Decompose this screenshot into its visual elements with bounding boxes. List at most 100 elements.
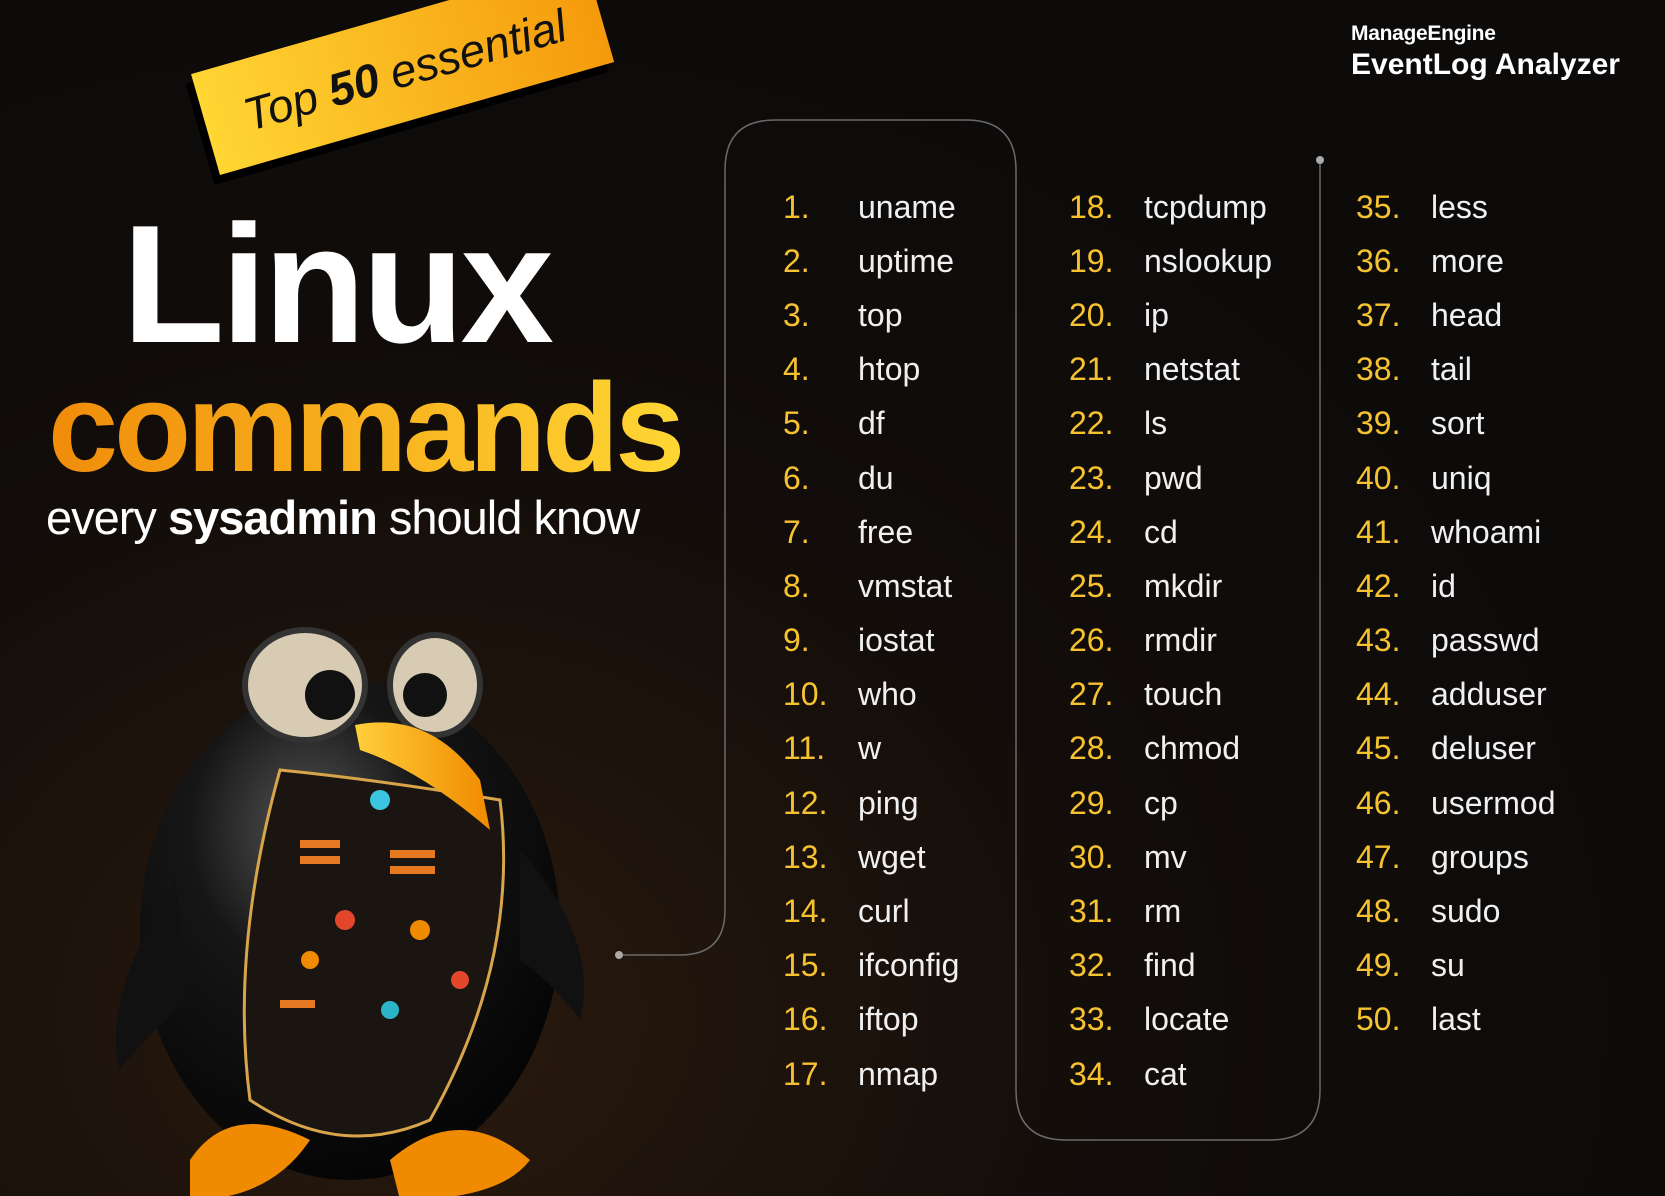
- command-item: 43. passwd: [1356, 614, 1556, 668]
- command-item: 17. nmap: [783, 1047, 959, 1101]
- command-column-1: 1. uname 2. uptime 3. top 4. htop 5. df 6. du 7. free…: [783, 180, 959, 1101]
- command-name: sort: [1431, 405, 1485, 442]
- command-number: 2.: [783, 242, 810, 279]
- connector-dot: [1316, 156, 1324, 164]
- command-number: 38.: [1356, 351, 1401, 388]
- command-item: 12. ping: [783, 776, 959, 830]
- connector-dot: [615, 951, 623, 959]
- command-number: 49.: [1356, 947, 1401, 984]
- command-item: 25. mkdir: [1069, 559, 1272, 613]
- command-number: 7.: [783, 513, 810, 550]
- command-number: 19.: [1069, 242, 1114, 279]
- command-name: ls: [1144, 405, 1168, 442]
- command-number: 32.: [1069, 947, 1114, 984]
- command-number: 31.: [1069, 893, 1114, 930]
- command-number: 3.: [783, 296, 810, 333]
- command-item: 18. tcpdump: [1069, 180, 1272, 234]
- command-number: 46.: [1356, 784, 1401, 821]
- command-item: 37. head: [1356, 288, 1556, 342]
- subtitle-pre: every: [46, 491, 168, 544]
- command-item: 1. uname: [783, 180, 959, 234]
- command-name: w: [858, 730, 882, 767]
- command-number: 23.: [1069, 459, 1114, 496]
- command-name: whoami: [1431, 513, 1542, 550]
- command-name: nslookup: [1144, 242, 1273, 279]
- command-item: 26. rmdir: [1069, 614, 1272, 668]
- command-name: cp: [1144, 784, 1178, 821]
- command-name: less: [1431, 188, 1488, 225]
- command-item: 9. iostat: [783, 614, 959, 668]
- command-name: ping: [858, 784, 919, 821]
- title-linux: Linux: [122, 190, 554, 378]
- command-column-2: 18. tcpdump 19. nslookup 20. ip 21. netstat 22. l…: [1069, 180, 1272, 1101]
- command-number: 37.: [1356, 296, 1401, 333]
- command-item: 40. uniq: [1356, 451, 1556, 505]
- command-number: 14.: [783, 893, 828, 930]
- command-number: 21.: [1069, 351, 1114, 388]
- command-item: 7. free: [783, 505, 959, 559]
- manageengine-logo: ManageEngine EventLog Analyzer: [1351, 22, 1620, 82]
- command-number: 39.: [1356, 405, 1401, 442]
- command-number: 4.: [783, 351, 810, 388]
- command-item: 27. touch: [1069, 668, 1272, 722]
- command-name: cat: [1144, 1055, 1187, 1092]
- command-item: 29. cp: [1069, 776, 1272, 830]
- command-item: 45. deluser: [1356, 722, 1556, 776]
- logo-product: EventLog Analyzer: [1351, 48, 1620, 81]
- command-name: usermod: [1431, 784, 1556, 821]
- command-item: 50. last: [1356, 993, 1556, 1047]
- command-number: 15.: [783, 947, 828, 984]
- command-name: chmod: [1144, 730, 1241, 767]
- command-name: tail: [1431, 351, 1472, 388]
- command-item: 22. ls: [1069, 397, 1272, 451]
- command-number: 29.: [1069, 784, 1114, 821]
- command-name: passwd: [1431, 622, 1540, 659]
- command-item: 36. more: [1356, 234, 1556, 288]
- command-item: 28. chmod: [1069, 722, 1272, 776]
- command-number: 25.: [1069, 567, 1114, 604]
- command-name: su: [1431, 947, 1465, 984]
- command-item: 16. iftop: [783, 993, 959, 1047]
- command-item: 11. w: [783, 722, 959, 776]
- command-name: mv: [1144, 838, 1187, 875]
- command-name: more: [1431, 242, 1504, 279]
- command-item: 5. df: [783, 397, 959, 451]
- command-item: 44. adduser: [1356, 668, 1556, 722]
- command-name: vmstat: [858, 567, 953, 604]
- command-number: 40.: [1356, 459, 1401, 496]
- command-number: 11.: [783, 730, 826, 767]
- command-item: 34. cat: [1069, 1047, 1272, 1101]
- command-number: 41.: [1356, 513, 1401, 550]
- command-item: 10. who: [783, 668, 959, 722]
- command-name: groups: [1431, 838, 1529, 875]
- command-name: uniq: [1431, 459, 1492, 496]
- command-number: 35.: [1356, 188, 1401, 225]
- command-name: free: [858, 513, 914, 550]
- command-item: 3. top: [783, 288, 959, 342]
- command-item: 24. cd: [1069, 505, 1272, 559]
- command-name: iftop: [858, 1001, 919, 1038]
- command-name: top: [858, 296, 903, 333]
- command-item: 39. sort: [1356, 397, 1556, 451]
- command-number: 9.: [783, 622, 810, 659]
- command-name: ip: [1144, 296, 1169, 333]
- command-number: 48.: [1356, 893, 1401, 930]
- command-name: sudo: [1431, 893, 1501, 930]
- command-number: 12.: [783, 784, 828, 821]
- command-number: 33.: [1069, 1001, 1114, 1038]
- command-item: 21. netstat: [1069, 343, 1272, 397]
- command-name: wget: [858, 838, 926, 875]
- command-item: 23. pwd: [1069, 451, 1272, 505]
- command-item: 42. id: [1356, 559, 1556, 613]
- command-name: find: [1144, 947, 1196, 984]
- command-item: 13. wget: [783, 830, 959, 884]
- command-name: curl: [858, 893, 910, 930]
- subtitle-bold: sysadmin: [168, 491, 378, 544]
- command-item: 33. locate: [1069, 993, 1272, 1047]
- command-number: 30.: [1069, 838, 1114, 875]
- command-name: ifconfig: [858, 947, 960, 984]
- logo-brand: ManageEngine: [1351, 22, 1496, 45]
- penguin-illustration: [115, 627, 584, 1196]
- command-item: 46. usermod: [1356, 776, 1556, 830]
